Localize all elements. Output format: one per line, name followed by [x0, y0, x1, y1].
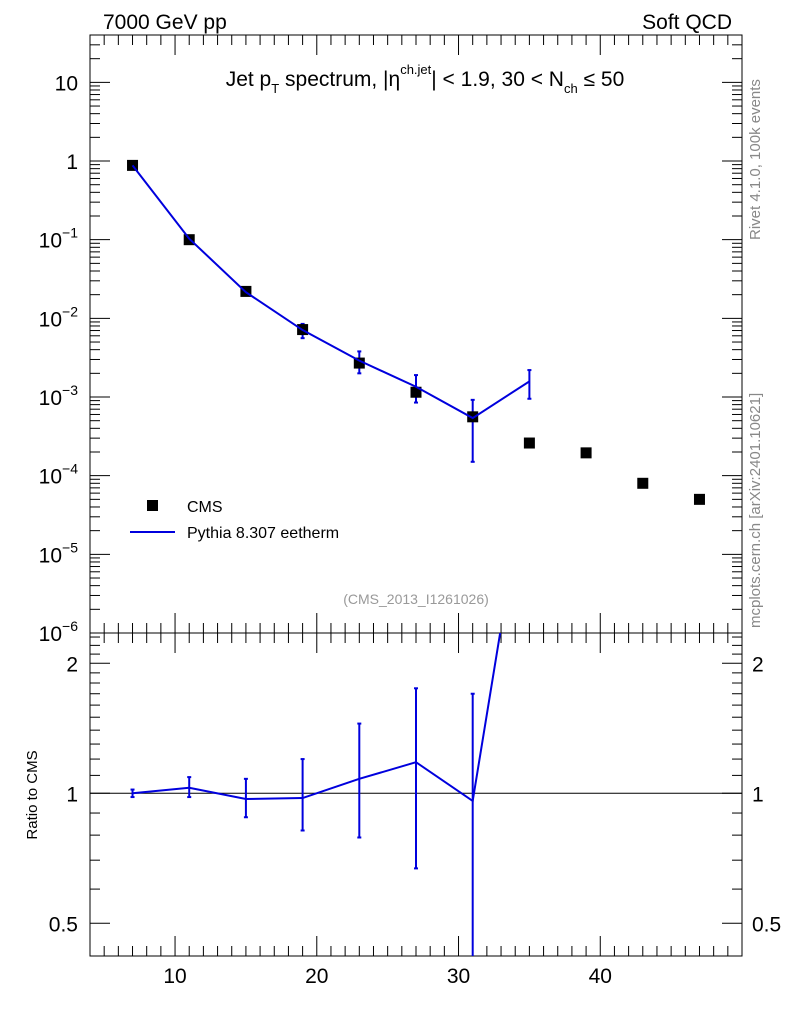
main-ytick-label-base: 10: [39, 466, 62, 489]
cms-point: [410, 386, 422, 398]
pythia-line: [131, 164, 530, 420]
main-ytick-label: 10−3: [39, 382, 79, 410]
ratio-ytick-label-right: 1: [752, 783, 764, 806]
main-axis-ticks: [90, 34, 742, 634]
ratio-ylabel: Ratio to CMS: [24, 750, 41, 839]
ratio-ytick-label-right: 0.5: [752, 913, 781, 936]
main-plot-area: [127, 159, 705, 505]
legend-pythia-label: Pythia 8.307 eetherm: [187, 525, 339, 542]
cms-point: [353, 357, 365, 369]
main-title-part-3: | < 1.9, 30 < N: [431, 68, 564, 91]
x-tick-label: 10: [163, 965, 186, 988]
main-ytick-label-base: 10: [39, 544, 62, 567]
main-ytick-label-base: 10: [39, 308, 62, 331]
cms-point: [693, 493, 705, 505]
main-title-sub-2: ch: [564, 81, 578, 96]
x-tick-label: 40: [589, 965, 612, 988]
x-tick-label: 20: [305, 965, 328, 988]
main-ytick-label-base: 10: [39, 230, 62, 253]
ratio-plot-area: [130, 633, 502, 956]
x-tick-label: 30: [447, 965, 470, 988]
cms-point: [637, 477, 649, 489]
main-ytick-label-base: 10: [39, 387, 62, 410]
ratio-line: [132, 633, 502, 803]
main-ytick-label: 10−2: [39, 303, 79, 331]
cms-point: [580, 447, 592, 459]
header-right: Soft QCD: [642, 11, 732, 34]
cms-point: [127, 159, 139, 171]
x-tick-labels: 10 20 30 40: [163, 965, 612, 988]
analysis-id: (CMS_2013_I1261026): [343, 591, 489, 607]
main-ytick-label-exp: −2: [62, 303, 78, 319]
main-ytick-label: 1: [66, 151, 78, 174]
side-label-mcplots: mcplots.cern.ch [arXiv:2401.10621]: [747, 393, 764, 628]
main-title: Jet pT spectrum, |ηch.jet| < 1.9, 30 < N…: [226, 62, 625, 96]
main-frame: [89, 34, 743, 634]
main-ytick-label-base: 10: [39, 623, 62, 646]
cms-point: [523, 437, 535, 449]
legend-cms-label: CMS: [187, 499, 223, 516]
main-title-part-4: ≤ 50: [578, 68, 625, 91]
cms-point: [467, 411, 479, 423]
main-title-part-1: Jet p: [226, 68, 272, 91]
ratio-ytick-label: 0.5: [49, 913, 78, 936]
ratio-ytick-label: 1: [66, 783, 78, 806]
main-ytick-label-exp: −1: [62, 225, 78, 241]
main-ytick-label: 10: [55, 72, 78, 95]
ratio-ytick-label-right: 2: [752, 653, 764, 676]
legend-cms-marker: [147, 500, 158, 511]
ratio-ytick-label: 2: [66, 653, 78, 676]
side-label-rivet: Rivet 4.1.0, 100k events: [747, 79, 764, 240]
main-ytick-label: 10−4: [39, 461, 79, 489]
main-ytick-label-exp: −3: [62, 382, 78, 398]
main-ytick-label-exp: −6: [62, 618, 78, 634]
main-ytick-label: 10−1: [39, 225, 79, 253]
main-ytick-label: 10−5: [39, 539, 79, 567]
main-title-part-2: spectrum, |η: [279, 68, 400, 91]
legend: CMS Pythia 8.307 eetherm: [130, 499, 339, 542]
header-left: 7000 GeV pp: [103, 11, 227, 34]
main-title-sub-1: T: [271, 81, 279, 96]
ratio-axis-ticks: [90, 633, 742, 956]
main-ytick-label: 10−6: [39, 618, 79, 646]
main-ytick-label-exp: −5: [62, 539, 78, 555]
ratio-y-tick-labels: 0.5 0.5 1 1 2 2: [49, 653, 781, 936]
main-ytick-label-exp: −4: [62, 461, 78, 477]
main-title-sup: ch.jet: [400, 62, 431, 77]
